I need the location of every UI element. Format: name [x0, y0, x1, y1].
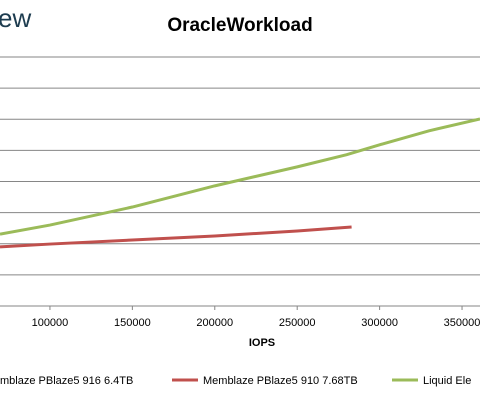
- chart-title: OracleWorkload: [167, 15, 312, 36]
- x-tick-label: 150000: [114, 317, 151, 329]
- legend-label: mblaze PBlaze5 916 6.4TB: [0, 375, 133, 387]
- x-tick-label: 100000: [32, 317, 69, 329]
- x-tick-label: 300000: [361, 317, 398, 329]
- x-tick-label: 200000: [196, 317, 233, 329]
- x-tick-label: 250000: [279, 317, 316, 329]
- x-axis-label: IOPS: [249, 337, 275, 349]
- legend-label: Memblaze PBlaze5 910 7.68TB: [203, 375, 358, 387]
- legend-label: Liquid Ele: [423, 375, 471, 387]
- x-tick-label: 350000: [444, 317, 480, 329]
- series-line: [0, 225, 352, 249]
- logo-text: ew: [0, 3, 31, 33]
- series-line: [0, 117, 480, 236]
